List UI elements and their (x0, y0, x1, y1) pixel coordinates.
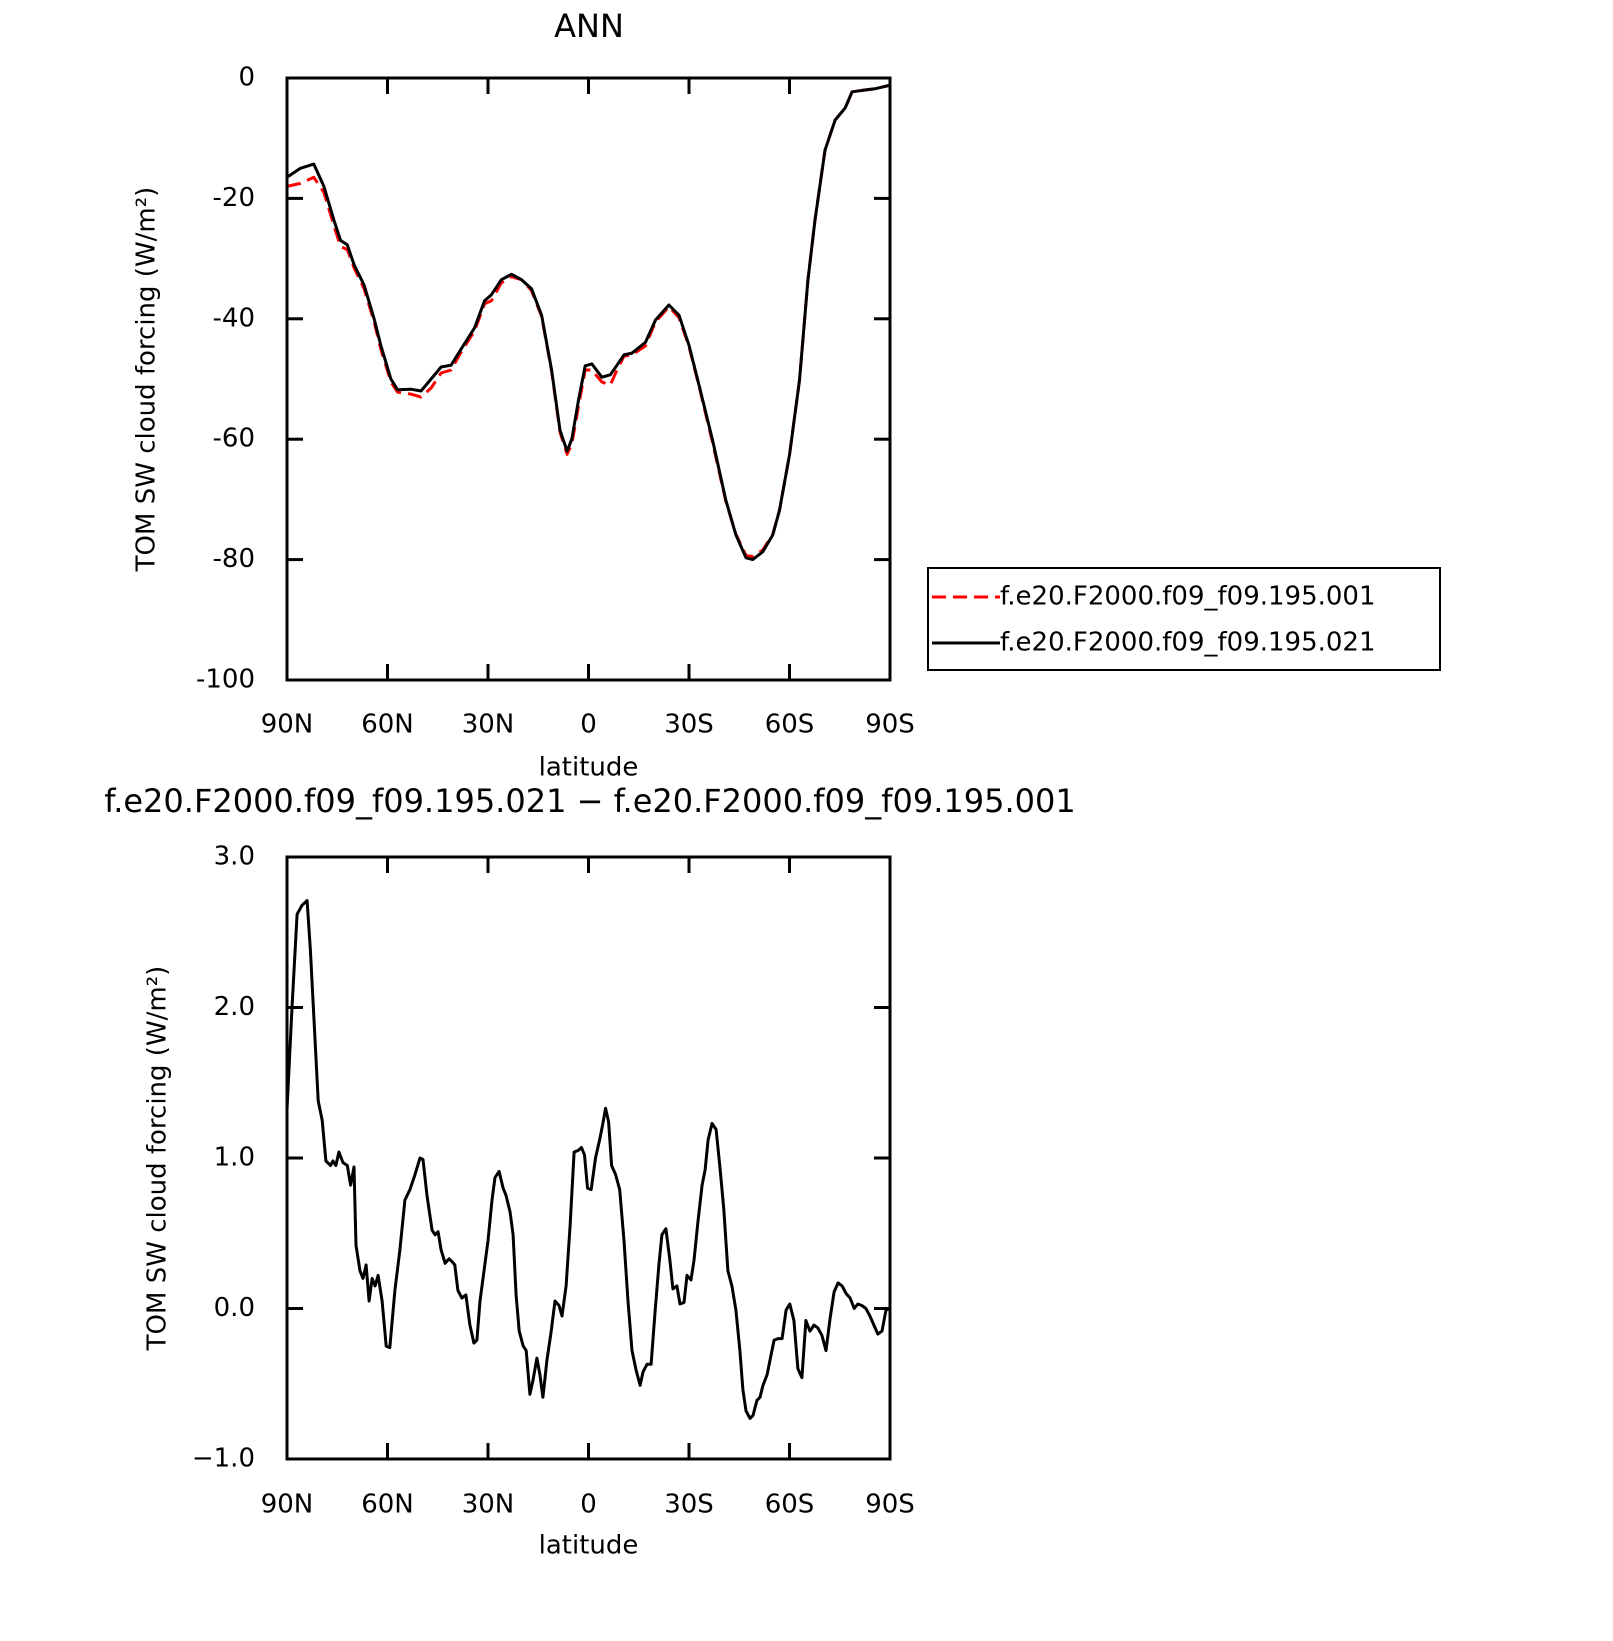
chart-title: f.e20.F2000.f09_f09.195.021 − f.e20.F200… (104, 782, 1076, 820)
legend-box (927, 567, 1441, 671)
x-tick-label: 60S (765, 710, 815, 740)
x-tick-label: 90N (261, 1490, 314, 1520)
legend: f.e20.F2000.f09_f09.195.001 f.e20.F2000.f… (927, 567, 1441, 671)
x-tick-label: 60N (361, 710, 414, 740)
x-axis-label: latitude (539, 753, 639, 783)
data-line (286, 83, 891, 562)
y-tick-label: -100 (196, 665, 255, 695)
x-tick-label: 0 (580, 710, 597, 740)
data-line (286, 83, 891, 559)
y-axis-label: TOM SW cloud forcing (W/m²) (132, 187, 162, 573)
x-tick-label: 30S (664, 1490, 714, 1520)
x-tick-label: 30S (664, 710, 714, 740)
data-line (285, 899, 891, 1420)
y-tick-label: 3.0 (214, 842, 255, 872)
y-tick-label: 1.0 (214, 1143, 255, 1173)
plot-frame (285, 855, 892, 1461)
legend-label: f.e20.F2000.f09_f09.195.001 (1000, 582, 1376, 612)
y-tick-label: -80 (213, 544, 255, 574)
x-tick-label: 0 (580, 1490, 597, 1520)
chart-title: ANN (554, 7, 624, 45)
y-tick-label: -60 (213, 424, 255, 454)
x-tick-label: 30N (462, 1490, 515, 1520)
y-tick-label: 2.0 (214, 992, 255, 1022)
x-tick-label: 60N (361, 1490, 414, 1520)
x-tick-label: 30N (462, 710, 515, 740)
x-tick-label: 90S (865, 1490, 915, 1520)
y-axis-label: TOM SW cloud forcing (W/m²) (143, 966, 173, 1352)
x-tick-label: 90N (261, 710, 314, 740)
y-tick-label: −1.0 (192, 1444, 255, 1474)
y-tick-label: 0 (238, 63, 255, 93)
x-axis-label: latitude (539, 1531, 639, 1561)
legend-label: f.e20.F2000.f09_f09.195.021 (1000, 628, 1376, 658)
y-tick-label: -40 (213, 303, 255, 333)
x-tick-label: 90S (865, 710, 915, 740)
y-tick-label: -20 (213, 183, 255, 213)
x-tick-label: 60S (765, 1490, 815, 1520)
y-tick-label: 0.0 (214, 1293, 255, 1323)
